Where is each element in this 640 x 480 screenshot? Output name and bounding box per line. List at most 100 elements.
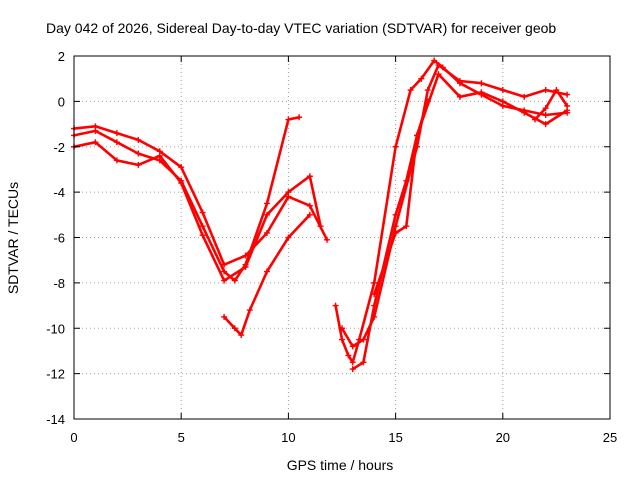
y-tick-label: -2: [53, 140, 65, 155]
data-point: [332, 302, 339, 309]
x-tick-label: 10: [281, 430, 295, 445]
data-point: [263, 229, 270, 236]
series-line: [340, 63, 569, 348]
y-tick-label: 2: [58, 49, 65, 64]
data-point: [403, 177, 410, 184]
data-point: [521, 109, 528, 116]
series-sat-track-3: [71, 123, 330, 268]
data-point: [403, 223, 410, 230]
data-point: [564, 91, 571, 98]
data-point: [349, 359, 356, 366]
data-point: [542, 111, 549, 118]
x-tick-label: 15: [388, 430, 402, 445]
y-tick-label: -4: [53, 185, 65, 200]
y-tick-label: -8: [53, 276, 65, 291]
data-point: [113, 139, 120, 146]
data-point: [371, 291, 378, 298]
y-tick-label: -12: [46, 367, 65, 382]
y-tick-label: 0: [58, 94, 65, 109]
data-point: [296, 114, 303, 121]
data-point: [199, 209, 206, 216]
data-point: [542, 121, 549, 128]
data-point: [135, 161, 142, 168]
data-point: [414, 132, 421, 139]
data-point: [263, 211, 270, 218]
data-point: [360, 359, 367, 366]
x-tick-label: 5: [178, 430, 185, 445]
data-point: [392, 143, 399, 150]
data-point: [542, 105, 549, 112]
data-point: [263, 268, 270, 275]
data-point: [156, 148, 163, 155]
series-sat-track-4: [221, 211, 313, 339]
data-point: [392, 211, 399, 218]
data-point: [542, 87, 549, 94]
data-point: [263, 200, 270, 207]
series-line: [334, 59, 569, 364]
data-point: [435, 62, 442, 69]
data-point: [371, 279, 378, 286]
x-axis-label: GPS time / hours: [287, 457, 394, 473]
series-sat-track-2: [71, 139, 324, 284]
data-point: [349, 343, 356, 350]
data-point: [323, 236, 330, 243]
data-point: [424, 87, 431, 94]
data-point: [135, 136, 142, 143]
data-point: [456, 93, 463, 100]
data-point: [407, 87, 414, 94]
data-point: [306, 202, 313, 209]
data-point: [553, 87, 560, 94]
data-point: [246, 307, 253, 314]
data-point: [199, 223, 206, 230]
x-tick-label: 20: [496, 430, 510, 445]
data-point: [238, 332, 245, 339]
y-tick-label: -10: [46, 321, 65, 336]
data-point: [521, 93, 528, 100]
data-point: [431, 57, 438, 64]
data-point: [242, 263, 249, 270]
data-point: [221, 268, 228, 275]
data-point: [221, 277, 228, 284]
data-point: [371, 302, 378, 309]
chart-title: Day 042 of 2026, Sidereal Day-to-day VTE…: [46, 20, 556, 36]
data-point: [531, 116, 538, 123]
series-sat-track-8: [371, 98, 431, 298]
data-point: [221, 261, 228, 268]
data-point: [178, 180, 185, 187]
data-point: [113, 130, 120, 137]
data-point: [242, 252, 249, 259]
data-point: [349, 366, 356, 373]
y-tick-label: -6: [53, 231, 65, 246]
data-point: [231, 277, 238, 284]
data-point: [424, 98, 431, 105]
data-point: [499, 87, 506, 94]
data-point: [221, 313, 228, 320]
data-point: [392, 229, 399, 236]
series-line: [72, 140, 322, 282]
data-point: [456, 77, 463, 84]
data-point: [478, 80, 485, 87]
data-point: [135, 150, 142, 157]
y-axis-label: SDTVAR / TECUs: [5, 182, 21, 294]
x-tick-label: 25: [603, 430, 617, 445]
x-tick-label: 0: [70, 430, 77, 445]
data-point: [306, 211, 313, 218]
data-point: [360, 336, 367, 343]
y-tick-label: -14: [46, 412, 65, 427]
data-point: [339, 325, 345, 332]
data-point: [499, 98, 506, 105]
data-point: [199, 232, 206, 239]
data-point: [285, 116, 292, 123]
data-point: [285, 234, 292, 241]
series-layer: [71, 57, 571, 373]
series-sat-track-5: [332, 57, 571, 366]
data-point: [435, 71, 442, 78]
data-point: [285, 193, 292, 200]
series-sat-track-9: [531, 87, 571, 123]
data-point: [306, 173, 313, 180]
data-point: [564, 102, 571, 109]
data-point: [92, 123, 99, 130]
data-point: [231, 325, 238, 332]
